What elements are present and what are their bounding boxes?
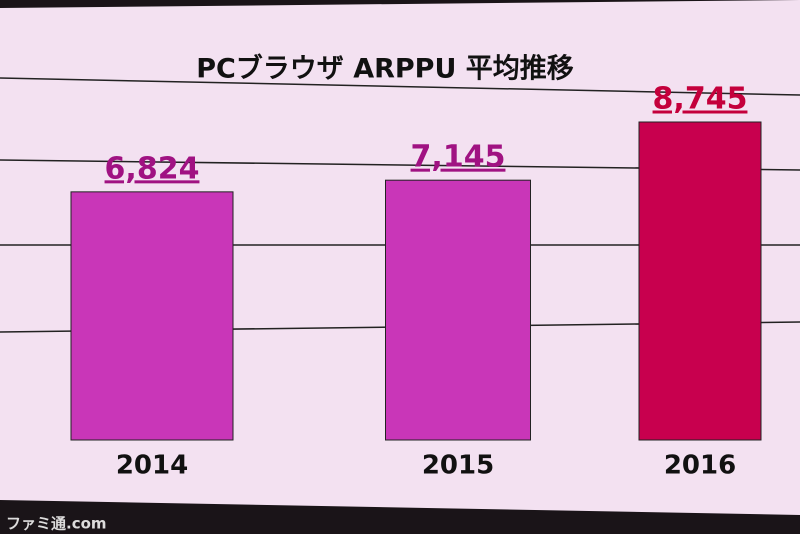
value-label: 6,824 [105,151,200,186]
x-tick-label: 2016 [664,451,736,481]
value-label: 7,145 [411,140,506,175]
x-tick-label: 2015 [422,451,494,481]
bar [385,179,531,441]
bar [638,121,762,441]
chart-title: PCブラウザ ARPPU 平均推移 [196,53,574,85]
x-tick-label: 2014 [116,451,188,481]
watermark: ファミ通.com [6,515,107,533]
bar [70,191,234,441]
grid-line [0,77,800,96]
value-label: 8,745 [653,82,748,117]
plot: 6,824 2014 7,145 2015 8,745 2016 [70,82,762,481]
